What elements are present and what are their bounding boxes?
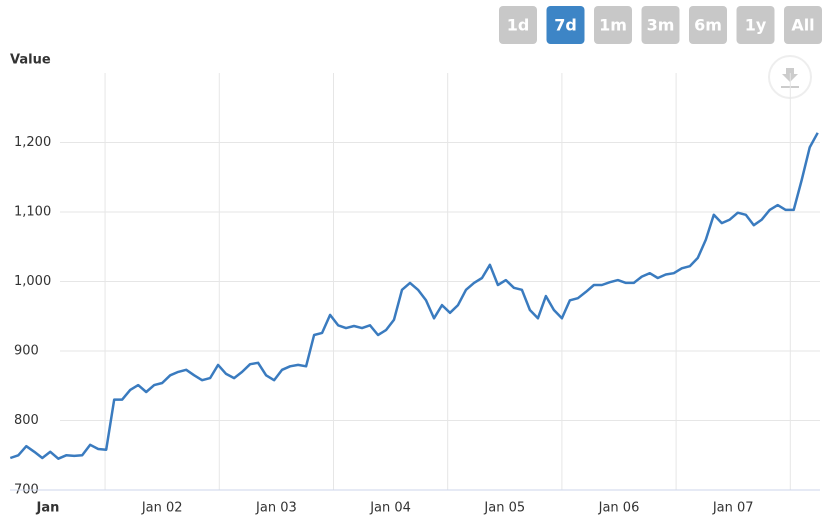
button-label: 3m [647,16,675,35]
button-background [784,6,822,44]
y-tick-label: 800 [14,413,39,428]
range-button[interactable]: 3m [641,6,680,44]
range-button[interactable]: 1m [594,6,632,44]
button-background [546,6,585,44]
y-tick-label: 900 [14,344,39,359]
button-background [689,6,727,44]
x-tick-label: Jan 02 [141,501,183,516]
x-tick-label: Jan 06 [598,501,640,516]
button-label: 1d [507,16,530,35]
range-button[interactable]: 1d [499,6,537,44]
y-tick-label: 1,200 [14,135,51,150]
range-button[interactable]: 1y [736,6,775,44]
button-background [499,6,537,44]
range-button[interactable]: All [784,6,822,44]
button-background [736,6,775,44]
range-button[interactable]: 7d [546,6,585,44]
range-selector: 1d 7d 1m 3m 6m 1y All [499,6,822,44]
button-label: 1m [599,16,627,35]
button-label: 7d [554,16,577,35]
x-tick-label: Jan 05 [483,501,525,516]
y-tick-label: 1,100 [14,205,51,220]
data-line [9,132,819,460]
button-label: 1y [745,16,767,35]
button-label: All [791,16,814,35]
range-button[interactable]: 6m [689,6,727,44]
x-tick-label: Jan 07 [712,501,754,516]
button-label: 6m [694,16,722,35]
button-background [641,6,680,44]
x-tick-label: Jan 04 [369,501,411,516]
x-tick-label: Jan [36,501,60,516]
y-tick-label: 1,000 [14,274,51,289]
x-tick-label: Jan 03 [255,501,297,516]
y-axis-title: Value [10,53,51,68]
button-background [594,6,632,44]
